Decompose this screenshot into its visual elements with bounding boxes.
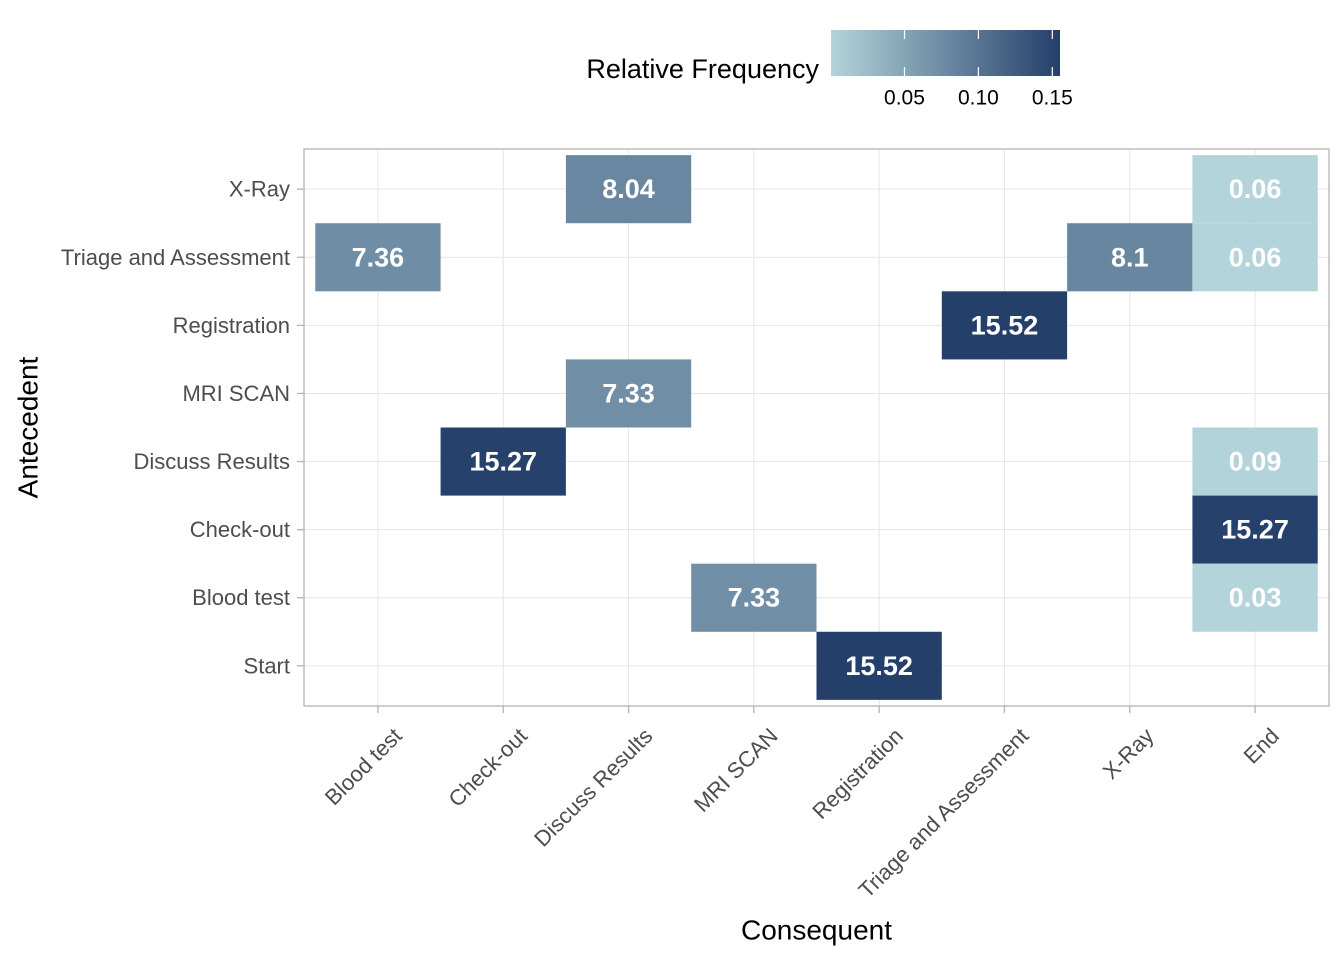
tile-mri-scan-to-discuss-results bbox=[565, 359, 692, 428]
tile-x-ray-to-end bbox=[1192, 155, 1318, 224]
tile-x-ray-to-discuss-results bbox=[565, 155, 692, 224]
y-tick-label-registration: Registration bbox=[173, 313, 290, 338]
y-tick-label-triage-and-assessment: Triage and Assessment bbox=[61, 245, 290, 270]
y-tick-label-x-ray: X-Ray bbox=[229, 177, 290, 202]
y-tick-label-discuss-results: Discuss Results bbox=[134, 449, 290, 474]
tile-blood-test-to-mri-scan bbox=[691, 563, 817, 632]
x-tick-label-discuss-results: Discuss Results bbox=[529, 723, 657, 851]
y-tick-label-start: Start bbox=[244, 653, 290, 678]
tile-triage-and-assessment-to-x-ray bbox=[1067, 223, 1193, 292]
x-tick-label-blood-test: Blood test bbox=[320, 723, 407, 810]
x-tick-label-mri-scan: MRI SCAN bbox=[689, 723, 783, 817]
legend-colorbar bbox=[831, 30, 1060, 76]
tile-label-start-to-registration: 15.52 bbox=[845, 651, 913, 681]
x-axis-title: Consequent bbox=[741, 915, 892, 946]
tile-check-out-to-end bbox=[1192, 495, 1318, 564]
x-tick-label-x-ray: X-Ray bbox=[1098, 723, 1159, 784]
tile-label-registration-to-triage-and-assessment: 15.52 bbox=[971, 310, 1039, 340]
x-tick-label-check-out: Check-out bbox=[443, 723, 532, 812]
tile-label-triage-and-assessment-to-x-ray: 8.1 bbox=[1111, 242, 1149, 272]
tile-registration-to-triage-and-assessment bbox=[941, 291, 1068, 360]
tile-triage-and-assessment-to-end bbox=[1192, 223, 1318, 292]
tile-discuss-results-to-check-out bbox=[440, 427, 566, 496]
tile-label-mri-scan-to-discuss-results: 7.33 bbox=[602, 378, 655, 408]
legend-title: Relative Frequency bbox=[586, 54, 819, 84]
tile-label-check-out-to-end: 15.27 bbox=[1221, 515, 1289, 545]
legend-tick-label-0: 0.05 bbox=[884, 87, 925, 110]
y-tick-label-mri-scan: MRI SCAN bbox=[182, 381, 290, 406]
tile-blood-test-to-end bbox=[1192, 563, 1318, 632]
panel-border bbox=[303, 148, 1330, 707]
y-axis-title: Antecedent bbox=[13, 356, 44, 498]
tile-label-triage-and-assessment-to-blood-test: 7.36 bbox=[352, 242, 405, 272]
tile-triage-and-assessment-to-blood-test bbox=[315, 223, 441, 292]
tile-label-blood-test-to-end: 0.03 bbox=[1229, 583, 1282, 613]
tile-label-discuss-results-to-end: 0.09 bbox=[1229, 447, 1282, 477]
x-tick-label-end: End bbox=[1239, 723, 1284, 768]
tile-start-to-registration bbox=[816, 631, 942, 700]
tile-discuss-results-to-end bbox=[1192, 427, 1318, 496]
y-tick-label-blood-test: Blood test bbox=[192, 585, 290, 610]
tile-label-x-ray-to-end: 0.06 bbox=[1229, 174, 1282, 204]
legend-tick-label-1: 0.10 bbox=[958, 87, 999, 110]
tile-label-blood-test-to-mri-scan: 7.33 bbox=[728, 583, 781, 613]
tile-label-triage-and-assessment-to-end: 0.06 bbox=[1229, 242, 1282, 272]
legend-tick-label-2: 0.15 bbox=[1032, 87, 1073, 110]
tile-label-discuss-results-to-check-out: 15.27 bbox=[469, 447, 537, 477]
y-tick-label-check-out: Check-out bbox=[190, 517, 290, 542]
tile-label-x-ray-to-discuss-results: 8.04 bbox=[602, 174, 655, 204]
x-tick-label-registration: Registration bbox=[807, 723, 908, 824]
